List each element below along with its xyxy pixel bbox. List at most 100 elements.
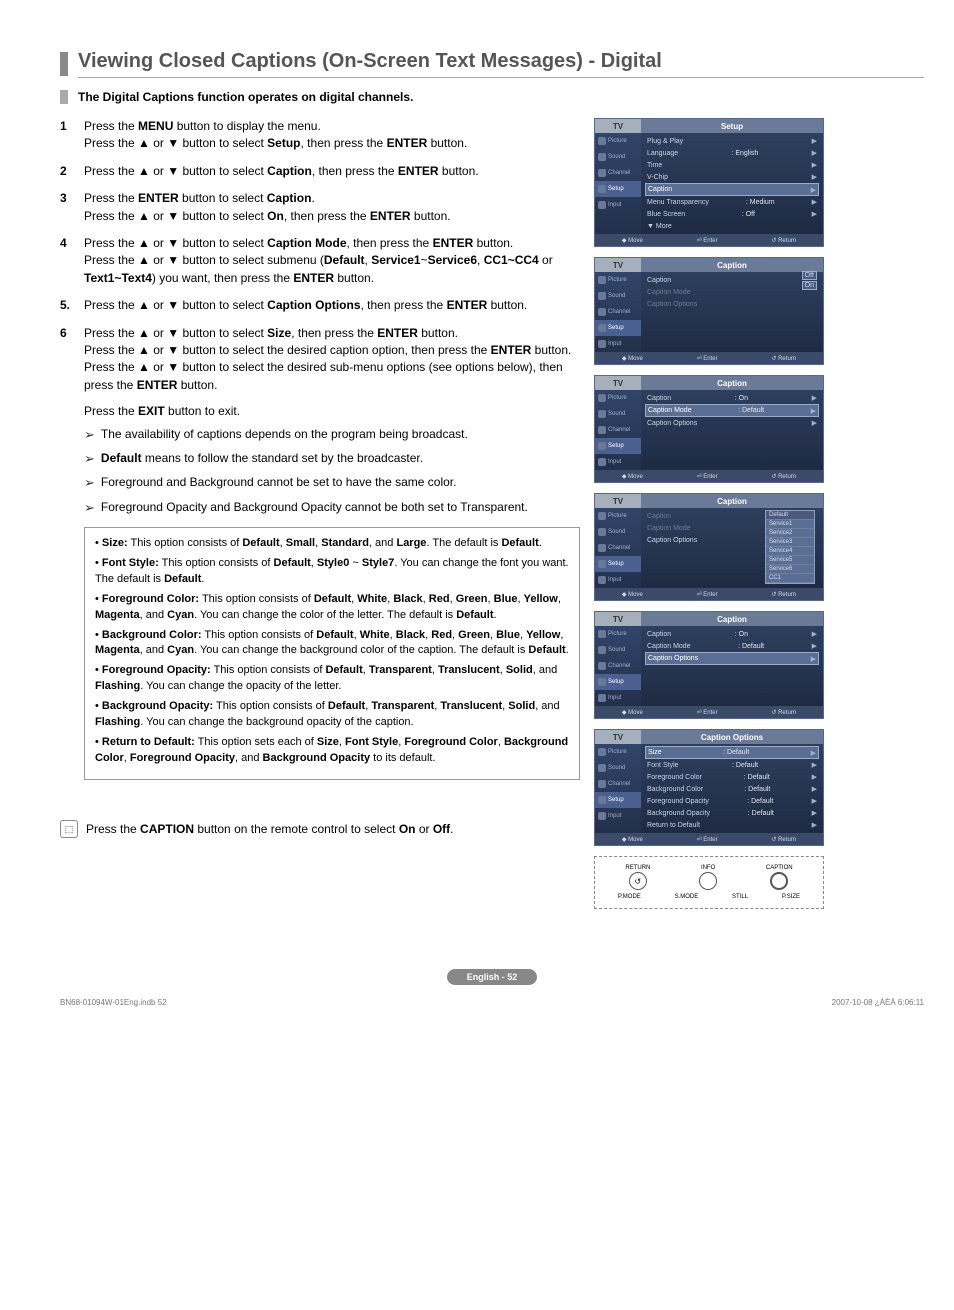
osd-header-tv: TV	[595, 119, 641, 133]
osd-header-title: Caption	[641, 376, 823, 390]
remote-button[interactable]: RETURN↺	[625, 865, 650, 890]
osd-row[interactable]: CaptionOffOn	[645, 274, 819, 286]
osd-header: TV Caption Options	[595, 730, 823, 744]
osd-sidebar-item[interactable]: Setup	[595, 556, 641, 572]
osd-sidebar-item[interactable]: Channel	[595, 776, 641, 792]
osd-label: Caption	[647, 277, 671, 284]
osd-sidebar-item[interactable]: Setup	[595, 674, 641, 690]
osd-submenu-item[interactable]: Default	[766, 511, 814, 520]
osd-sidebar-item[interactable]: Channel	[595, 304, 641, 320]
osd-sidebar-item[interactable]: Setup	[595, 320, 641, 336]
osd-sidebar-item[interactable]: Input	[595, 572, 641, 588]
remote-button[interactable]: CAPTION	[766, 865, 793, 890]
osd-row[interactable]: Size: Default▶	[645, 746, 819, 759]
osd-row[interactable]: Caption Options	[645, 298, 819, 310]
osd-label: Caption	[647, 513, 671, 520]
osd-submenu-item[interactable]: Service5	[766, 556, 814, 565]
osd-row[interactable]: Font Style: Default▶	[645, 759, 819, 771]
osd-label: Caption Options	[647, 301, 697, 308]
note-item: ➢Foreground Opacity and Background Opaci…	[84, 499, 580, 517]
osd-sidebar-item[interactable]: Picture	[595, 626, 641, 642]
osd-row[interactable]: Caption Options▶	[645, 652, 819, 665]
osd-sidebar-item[interactable]: Sound	[595, 406, 641, 422]
osd-header-title: Caption	[641, 612, 823, 626]
osd-submenu-item[interactable]: Service4	[766, 547, 814, 556]
osd-value: : Default	[748, 810, 774, 817]
osd-row[interactable]: Menu Transparency: Medium▶	[645, 196, 819, 208]
osd-row[interactable]: Return to Default▶	[645, 819, 819, 831]
osd-row[interactable]: Caption Mode	[645, 286, 819, 298]
osd-submenu-item[interactable]: Service6	[766, 565, 814, 574]
osd-foot-return: ↺ Return	[771, 473, 796, 480]
osd-sidebar-item[interactable]: Setup	[595, 181, 641, 197]
arrow-right-icon: ▶	[812, 198, 817, 206]
option-item: • Foreground Opacity: This option consis…	[95, 663, 569, 695]
osd-sidebar-label: Input	[608, 577, 621, 583]
osd-row[interactable]: Caption▶	[645, 183, 819, 196]
osd-row[interactable]: Time▶	[645, 159, 819, 171]
osd-row[interactable]: Background Opacity : Default ▶	[645, 807, 819, 819]
remote-button[interactable]: INFO	[699, 865, 717, 890]
remote-button-label: P.MODE	[618, 894, 641, 900]
osd-sidebar-item[interactable]: Input	[595, 454, 641, 470]
osd-header-title: Caption	[641, 494, 823, 508]
osd-sidebar: PictureSound Channel Setup Input	[595, 508, 641, 588]
osd-sidebar-label: Channel	[608, 545, 630, 551]
remote-button-small[interactable]: S.MODE	[675, 894, 699, 900]
osd-sidebar-item[interactable]: Channel	[595, 165, 641, 181]
osd-row[interactable]: Background Color: Default▶	[645, 783, 819, 795]
osd-row[interactable]: Caption: On▶	[645, 392, 819, 404]
remote-button-small[interactable]: P.SIZE	[782, 894, 800, 900]
arrow-right-icon: ▶	[812, 809, 817, 817]
osd-sidebar-item[interactable]: Input	[595, 197, 641, 213]
osd-sidebar-item[interactable]: Input	[595, 336, 641, 352]
osd-row[interactable]: Blue Screen: Off▶	[645, 208, 819, 220]
osd-value: : Medium	[746, 199, 775, 206]
osd-row[interactable]: Plug & Play▶	[645, 135, 819, 147]
osd-sidebar-item[interactable]: Input	[595, 690, 641, 706]
osd-foot-enter: ⏎ Enter	[697, 237, 718, 244]
step-number: 1	[60, 118, 84, 153]
remote-button-icon: ↺	[629, 872, 647, 890]
osd-sidebar-item[interactable]: Channel	[595, 540, 641, 556]
osd-option[interactable]: Off	[802, 271, 817, 280]
remote-button-small[interactable]: STILL	[732, 894, 748, 900]
osd-row[interactable]: Foreground Color: Default▶	[645, 771, 819, 783]
osd-submenu-item[interactable]: Service3	[766, 538, 814, 547]
arrow-right-icon: ▶	[812, 797, 817, 805]
osd-row[interactable]: Caption: On▶	[645, 628, 819, 640]
osd-sidebar-item[interactable]: Picture	[595, 272, 641, 288]
osd-row[interactable]: Language: English▶	[645, 147, 819, 159]
osd-value: : Default	[744, 774, 770, 781]
remote-button-small[interactable]: P.MODE	[618, 894, 641, 900]
osd-sidebar-item[interactable]: Sound	[595, 760, 641, 776]
osd-submenu-item[interactable]: Service2	[766, 529, 814, 538]
osd-sidebar-item[interactable]: Picture	[595, 744, 641, 760]
osd-row[interactable]: Caption Mode: Default▶	[645, 404, 819, 417]
osd-sidebar-item[interactable]: Input	[595, 808, 641, 824]
osd-sidebar-item[interactable]: Sound	[595, 524, 641, 540]
osd-row[interactable]: ▼ More	[645, 220, 819, 232]
osd-option[interactable]: On	[802, 281, 817, 290]
osd-label: Background Opacity	[647, 810, 710, 817]
osd-submenu-item[interactable]: CC1	[766, 574, 814, 583]
osd-sidebar-item[interactable]: Channel	[595, 422, 641, 438]
osd-sidebar-item[interactable]: Sound	[595, 642, 641, 658]
osd-sidebar-item[interactable]: Setup	[595, 438, 641, 454]
arrow-right-icon: ▶	[812, 149, 817, 157]
osd-sidebar-item[interactable]: Sound	[595, 288, 641, 304]
osd-sidebar-item[interactable]: Picture	[595, 508, 641, 524]
osd-header: TV Caption	[595, 612, 823, 626]
osd-submenu-item[interactable]: Service1	[766, 520, 814, 529]
option-item: • Return to Default: This option sets ea…	[95, 735, 569, 767]
osd-row[interactable]: Caption Mode: Default▶	[645, 640, 819, 652]
osd-sidebar-item[interactable]: Sound	[595, 149, 641, 165]
osd-row[interactable]: Foreground Opacity: Default▶	[645, 795, 819, 807]
osd-sidebar-item[interactable]: Picture	[595, 390, 641, 406]
osd-row[interactable]: V-Chip▶	[645, 171, 819, 183]
osd-row[interactable]: Caption Options▶	[645, 417, 819, 429]
option-label: Return to Default:	[102, 736, 195, 748]
osd-sidebar-item[interactable]: Channel	[595, 658, 641, 674]
osd-sidebar-item[interactable]: Picture	[595, 133, 641, 149]
osd-sidebar-item[interactable]: Setup	[595, 792, 641, 808]
